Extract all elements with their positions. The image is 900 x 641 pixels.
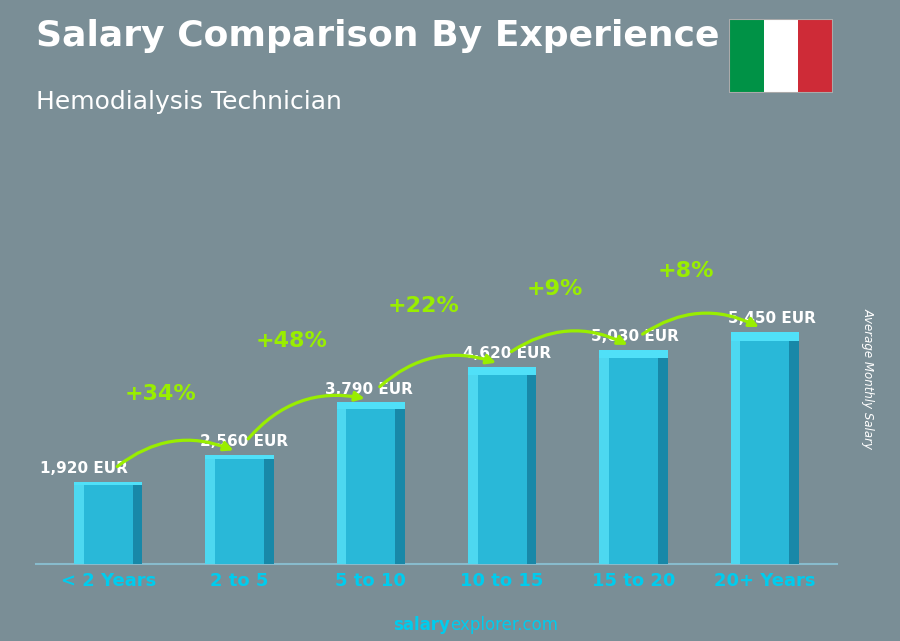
Text: 3,790 EUR: 3,790 EUR [325, 381, 413, 397]
Text: +22%: +22% [388, 296, 459, 316]
Text: 1,920 EUR: 1,920 EUR [40, 462, 128, 476]
Bar [468, 367, 536, 564]
FancyArrowPatch shape [380, 355, 492, 387]
Bar [133, 482, 142, 564]
Bar [729, 19, 763, 93]
FancyArrowPatch shape [511, 331, 625, 352]
Text: +48%: +48% [256, 331, 328, 351]
Text: +9%: +9% [526, 278, 583, 299]
Text: Average Monthly Salary: Average Monthly Salary [862, 308, 875, 449]
Text: +34%: +34% [125, 384, 196, 404]
Bar [337, 403, 347, 564]
Text: 5,450 EUR: 5,450 EUR [728, 311, 816, 326]
Bar [74, 482, 142, 564]
Bar [205, 455, 274, 459]
Bar [798, 19, 832, 93]
Bar [74, 482, 142, 485]
FancyArrowPatch shape [643, 313, 756, 334]
Bar [74, 482, 84, 564]
Bar [731, 332, 799, 564]
Text: explorer.com: explorer.com [450, 616, 558, 634]
Bar [526, 367, 536, 564]
Text: salary: salary [393, 616, 450, 634]
Bar [205, 455, 274, 564]
Bar [599, 349, 668, 564]
Bar [763, 19, 798, 93]
Bar [599, 349, 668, 358]
Text: 4,620 EUR: 4,620 EUR [463, 346, 551, 362]
FancyArrowPatch shape [117, 440, 230, 467]
Bar [731, 332, 740, 564]
FancyArrowPatch shape [248, 392, 361, 439]
Bar [789, 332, 799, 564]
Bar [264, 455, 274, 564]
Bar [205, 455, 215, 564]
Bar [468, 367, 536, 374]
Text: 2,560 EUR: 2,560 EUR [200, 434, 288, 449]
Bar [337, 403, 405, 564]
Bar [395, 403, 405, 564]
Bar [599, 349, 609, 564]
Text: +8%: +8% [658, 261, 715, 281]
Text: Salary Comparison By Experience: Salary Comparison By Experience [36, 19, 719, 53]
Bar [731, 332, 799, 340]
Text: Hemodialysis Technician: Hemodialysis Technician [36, 90, 342, 113]
Bar [468, 367, 478, 564]
Text: 5,030 EUR: 5,030 EUR [591, 329, 680, 344]
Bar [658, 349, 668, 564]
Bar [337, 403, 405, 408]
